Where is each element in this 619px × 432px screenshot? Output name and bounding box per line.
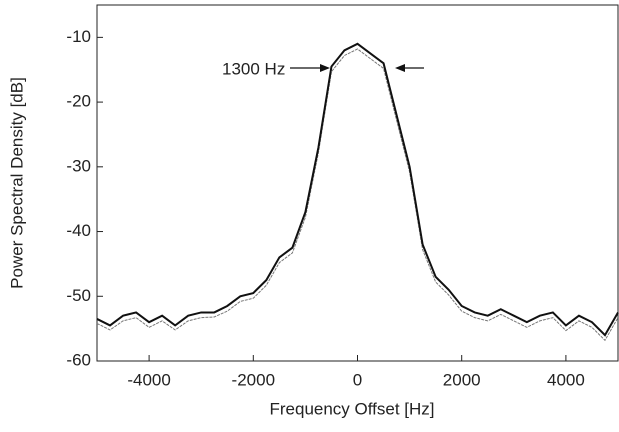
- arrow-head: [395, 64, 405, 72]
- y-tick-label: -60: [66, 350, 91, 369]
- x-tick-label: 2000: [443, 370, 481, 389]
- x-tick-label: -2000: [232, 370, 275, 389]
- y-tick-label: -10: [66, 27, 91, 46]
- x-tick-label: 4000: [547, 370, 585, 389]
- y-tick-label: -20: [66, 92, 91, 111]
- x-tick-label: -4000: [127, 370, 170, 389]
- annotation: 1300 Hz: [222, 59, 285, 78]
- y-axis-label: Power Spectral Density [dB]: [7, 77, 26, 289]
- y-tick-label: -30: [66, 156, 91, 175]
- arrow-head: [320, 64, 330, 72]
- data-line: [96, 42, 619, 337]
- x-tick-label: 0: [353, 370, 362, 389]
- data-line: [96, 48, 619, 342]
- plot-frame: [96, 4, 619, 362]
- y-tick-label: -40: [66, 221, 91, 240]
- y-tick-label: -50: [66, 286, 91, 305]
- x-axis-label: Frequency Offset [Hz]: [269, 399, 434, 418]
